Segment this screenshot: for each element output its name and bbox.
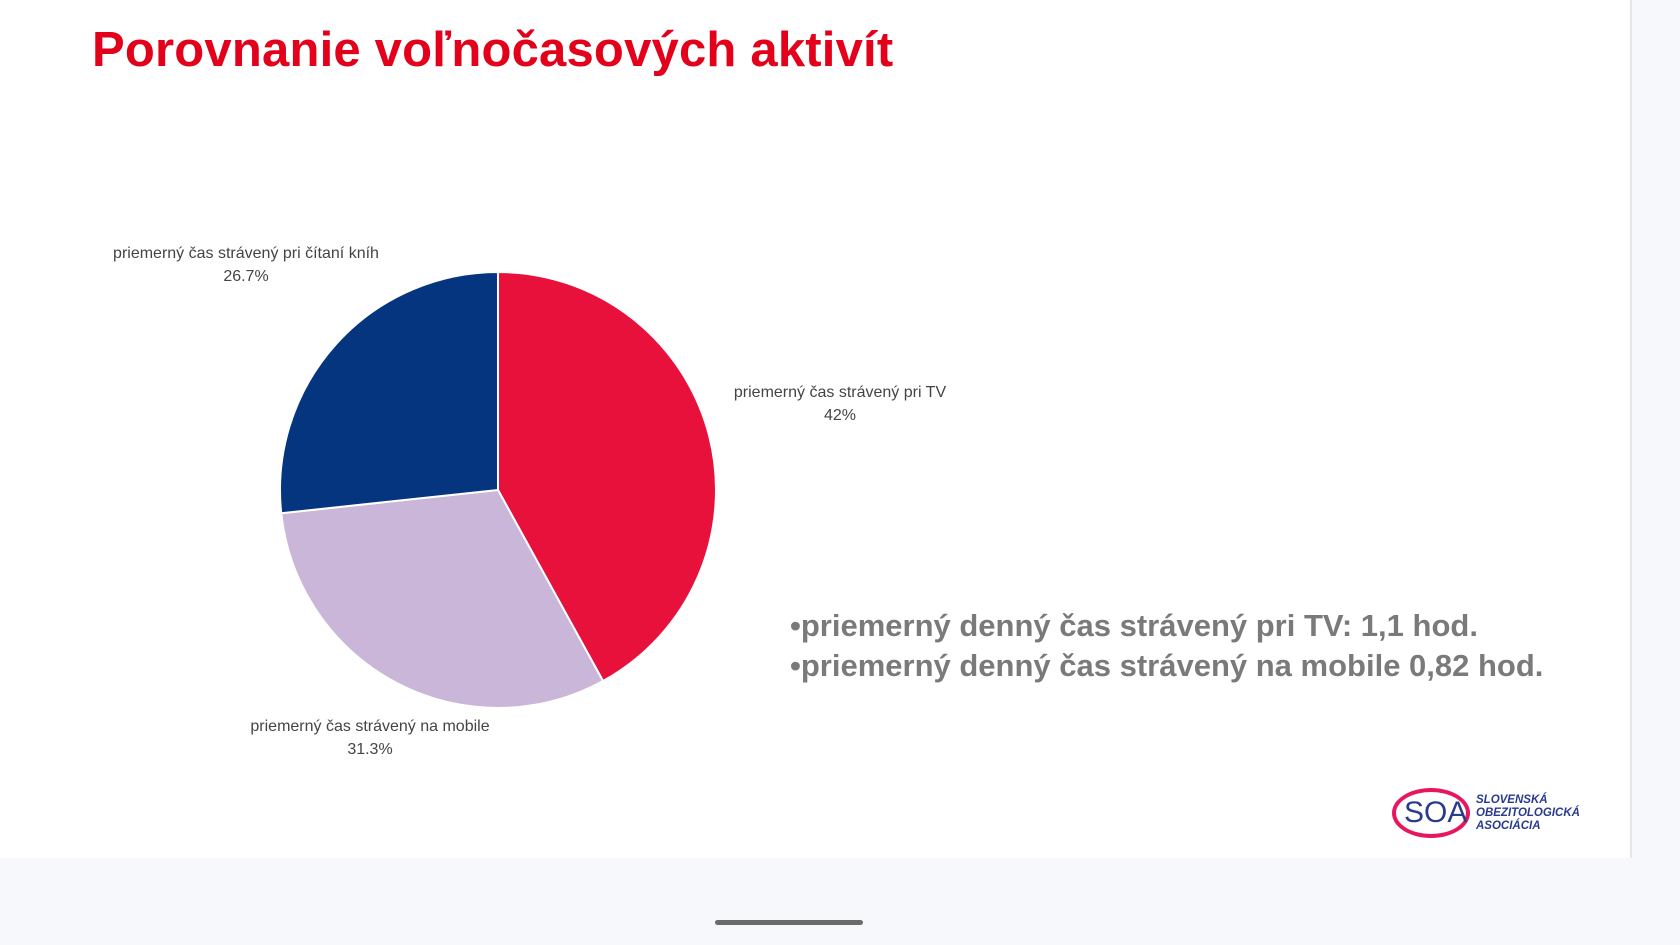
pie-chart: priemerný čas strávený pri TV 42% priemern… (113, 245, 947, 758)
pie-slice (497, 270, 717, 683)
bullet-item: priemerný denný čas strávený pri TV: 1,1… (790, 606, 1543, 646)
slice-label: priemerný čas strávený na mobile (250, 718, 489, 735)
pie-slice (279, 270, 499, 515)
slice-label: priemerný čas strávený pri TV (734, 384, 947, 401)
logo-text: SLOVENSKÁ OBEZITOLOGICKÁ ASOCIÁCIA (1476, 794, 1580, 833)
slice-label: priemerný čas strávený pri čítaní kníh (113, 245, 379, 262)
bullet-list: priemerný denný čas strávený pri TV: 1,1… (790, 606, 1544, 686)
slice-value-label: 26.7% (223, 268, 268, 285)
slice-value-label: 42% (824, 407, 856, 424)
logo-line: ASOCIÁCIA (1476, 820, 1541, 832)
slice-value-label: 31.3% (347, 741, 392, 758)
slide-title: Porovnanie voľnočasových aktivít (92, 23, 894, 77)
bullet-item: priemerný denný čas strávený na mobile 0… (790, 646, 1544, 686)
slide-edge (1630, 0, 1632, 858)
slide: Porovnanie voľnočasových aktivít priemer… (0, 0, 1630, 858)
logo-line: SLOVENSKÁ (1476, 794, 1548, 806)
home-indicator[interactable] (715, 920, 863, 925)
logo-ring (1392, 788, 1470, 838)
logo-line: OBEZITOLOGICKÁ (1476, 807, 1580, 819)
soa-logo: SOA SLOVENSKÁ OBEZITOLOGICKÁ ASOCIÁCIA (1390, 786, 1600, 844)
logo-mark: SOA (1404, 796, 1468, 829)
pie-slice (280, 488, 605, 709)
